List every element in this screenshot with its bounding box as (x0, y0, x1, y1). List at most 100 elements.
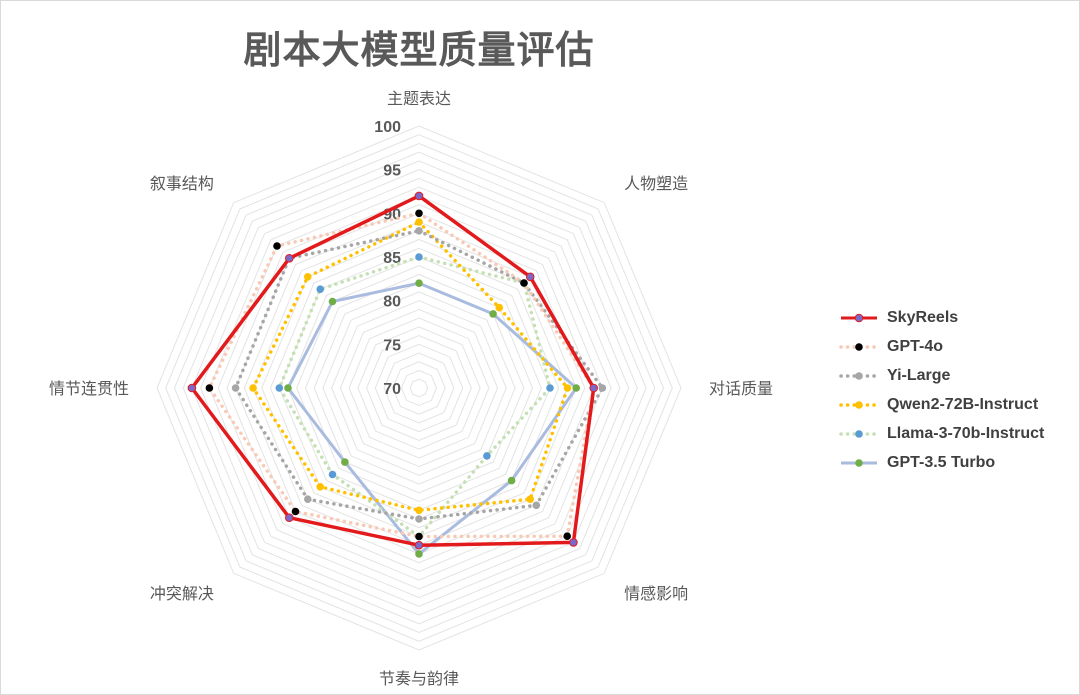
tick-label: 75 (383, 337, 401, 354)
grid-ring (200, 169, 638, 607)
data-point (415, 515, 423, 523)
data-point (231, 384, 240, 392)
data-point (532, 501, 541, 510)
series-yi-large (231, 227, 607, 523)
legend-label: Qwen2-72B-Instruct (887, 395, 1039, 413)
data-point (563, 532, 571, 540)
legend-item: SkyReels (839, 303, 1079, 332)
data-point (415, 209, 423, 218)
grid-ring (409, 378, 429, 398)
legend-marker (855, 429, 863, 438)
axis-label: 情节连贯性 (49, 379, 129, 398)
data-point (414, 540, 424, 550)
legend-item: Qwen2-72B-Instruct (839, 390, 1079, 419)
data-point (328, 297, 337, 306)
axis-label: 冲突解决 (150, 584, 214, 603)
data-point (205, 384, 214, 392)
legend-item: GPT-3.5 Turbo (839, 448, 1079, 477)
data-point (304, 495, 312, 504)
legend-swatch (841, 458, 877, 467)
legend-marker (855, 371, 863, 380)
data-point (316, 483, 325, 491)
chart-title: 剧本大模型质量评估 (243, 28, 595, 72)
axis-label: 对话质量 (709, 379, 773, 398)
series-gpt-3-5-turbo (284, 279, 580, 558)
series-line (251, 220, 570, 513)
data-point (284, 384, 292, 392)
series-skyreels (187, 191, 599, 550)
grid-ring (165, 134, 673, 642)
data-point (304, 273, 312, 281)
series-line (207, 211, 596, 539)
grid-ring (208, 177, 630, 599)
data-point (483, 452, 491, 460)
grid-ring (392, 361, 446, 415)
legend-label: GPT-4o (887, 337, 944, 355)
data-point (328, 470, 337, 479)
data-point (249, 384, 257, 392)
tick-label: 100 (374, 119, 401, 136)
legend-item: Yi-Large (839, 361, 1079, 390)
legend-swatch (839, 429, 879, 438)
legend-swatch (839, 400, 879, 409)
legend-marker (855, 342, 863, 351)
data-point (285, 513, 294, 523)
axis-label: 节奏与韵律 (379, 669, 459, 688)
series-gpt-4o (205, 209, 598, 541)
tick-label: 85 (383, 250, 401, 267)
data-point (507, 476, 516, 485)
data-point (495, 303, 504, 312)
data-point (415, 253, 423, 261)
legend-label: SkyReels (887, 308, 959, 326)
tick-label: 80 (383, 294, 401, 311)
data-point (415, 279, 423, 288)
grid-ring (156, 125, 682, 651)
legend-label: Llama-3-70b-Instruct (887, 424, 1045, 442)
grid-ring (173, 142, 665, 634)
data-point (563, 384, 572, 392)
legend-label: Yi-Large (887, 366, 951, 384)
legend-swatch (841, 313, 877, 322)
data-point (415, 550, 423, 558)
grid-ring (366, 335, 472, 441)
legend: SkyReels GPT-4o Yi-Large Qwen2-72B-Instruct… (839, 303, 1079, 477)
data-point (291, 507, 300, 516)
axis-label: 情感影响 (624, 584, 688, 603)
grid-ring (243, 212, 595, 564)
data-point (546, 384, 554, 392)
grid-ring (182, 151, 656, 625)
grid-ring (191, 160, 647, 616)
data-point (589, 383, 599, 393)
grid-ring (383, 352, 455, 424)
data-point (526, 495, 534, 504)
data-point (525, 272, 535, 282)
axis-label: 主题表达 (387, 89, 451, 108)
grid-ring (357, 326, 481, 450)
data-point (275, 384, 284, 392)
tick-label: 95 (383, 163, 401, 180)
legend-item: GPT-4o (839, 332, 1079, 361)
axis-label: 叙事结构 (150, 174, 214, 193)
data-point (273, 242, 281, 250)
grid-ring (322, 291, 516, 485)
grid-ring (217, 186, 621, 590)
data-point (572, 384, 580, 392)
legend-item: Llama-3-70b-Instruct (839, 419, 1079, 448)
grid-ring (331, 300, 507, 476)
data-point (414, 191, 424, 201)
tick-label: 70 (383, 381, 401, 398)
data-point (489, 310, 497, 318)
grid-ring (400, 369, 438, 407)
grid-ring (235, 204, 603, 572)
data-point (187, 383, 197, 393)
series-qwen2-72b-instruct (249, 218, 572, 515)
grid-ring (304, 273, 534, 503)
legend-marker (855, 458, 863, 467)
data-point (341, 458, 349, 466)
series-line (190, 194, 596, 547)
grid-ring (339, 308, 499, 468)
grid-ring (374, 343, 464, 433)
data-point (569, 538, 578, 547)
axis-label: 人物塑造 (624, 174, 688, 193)
